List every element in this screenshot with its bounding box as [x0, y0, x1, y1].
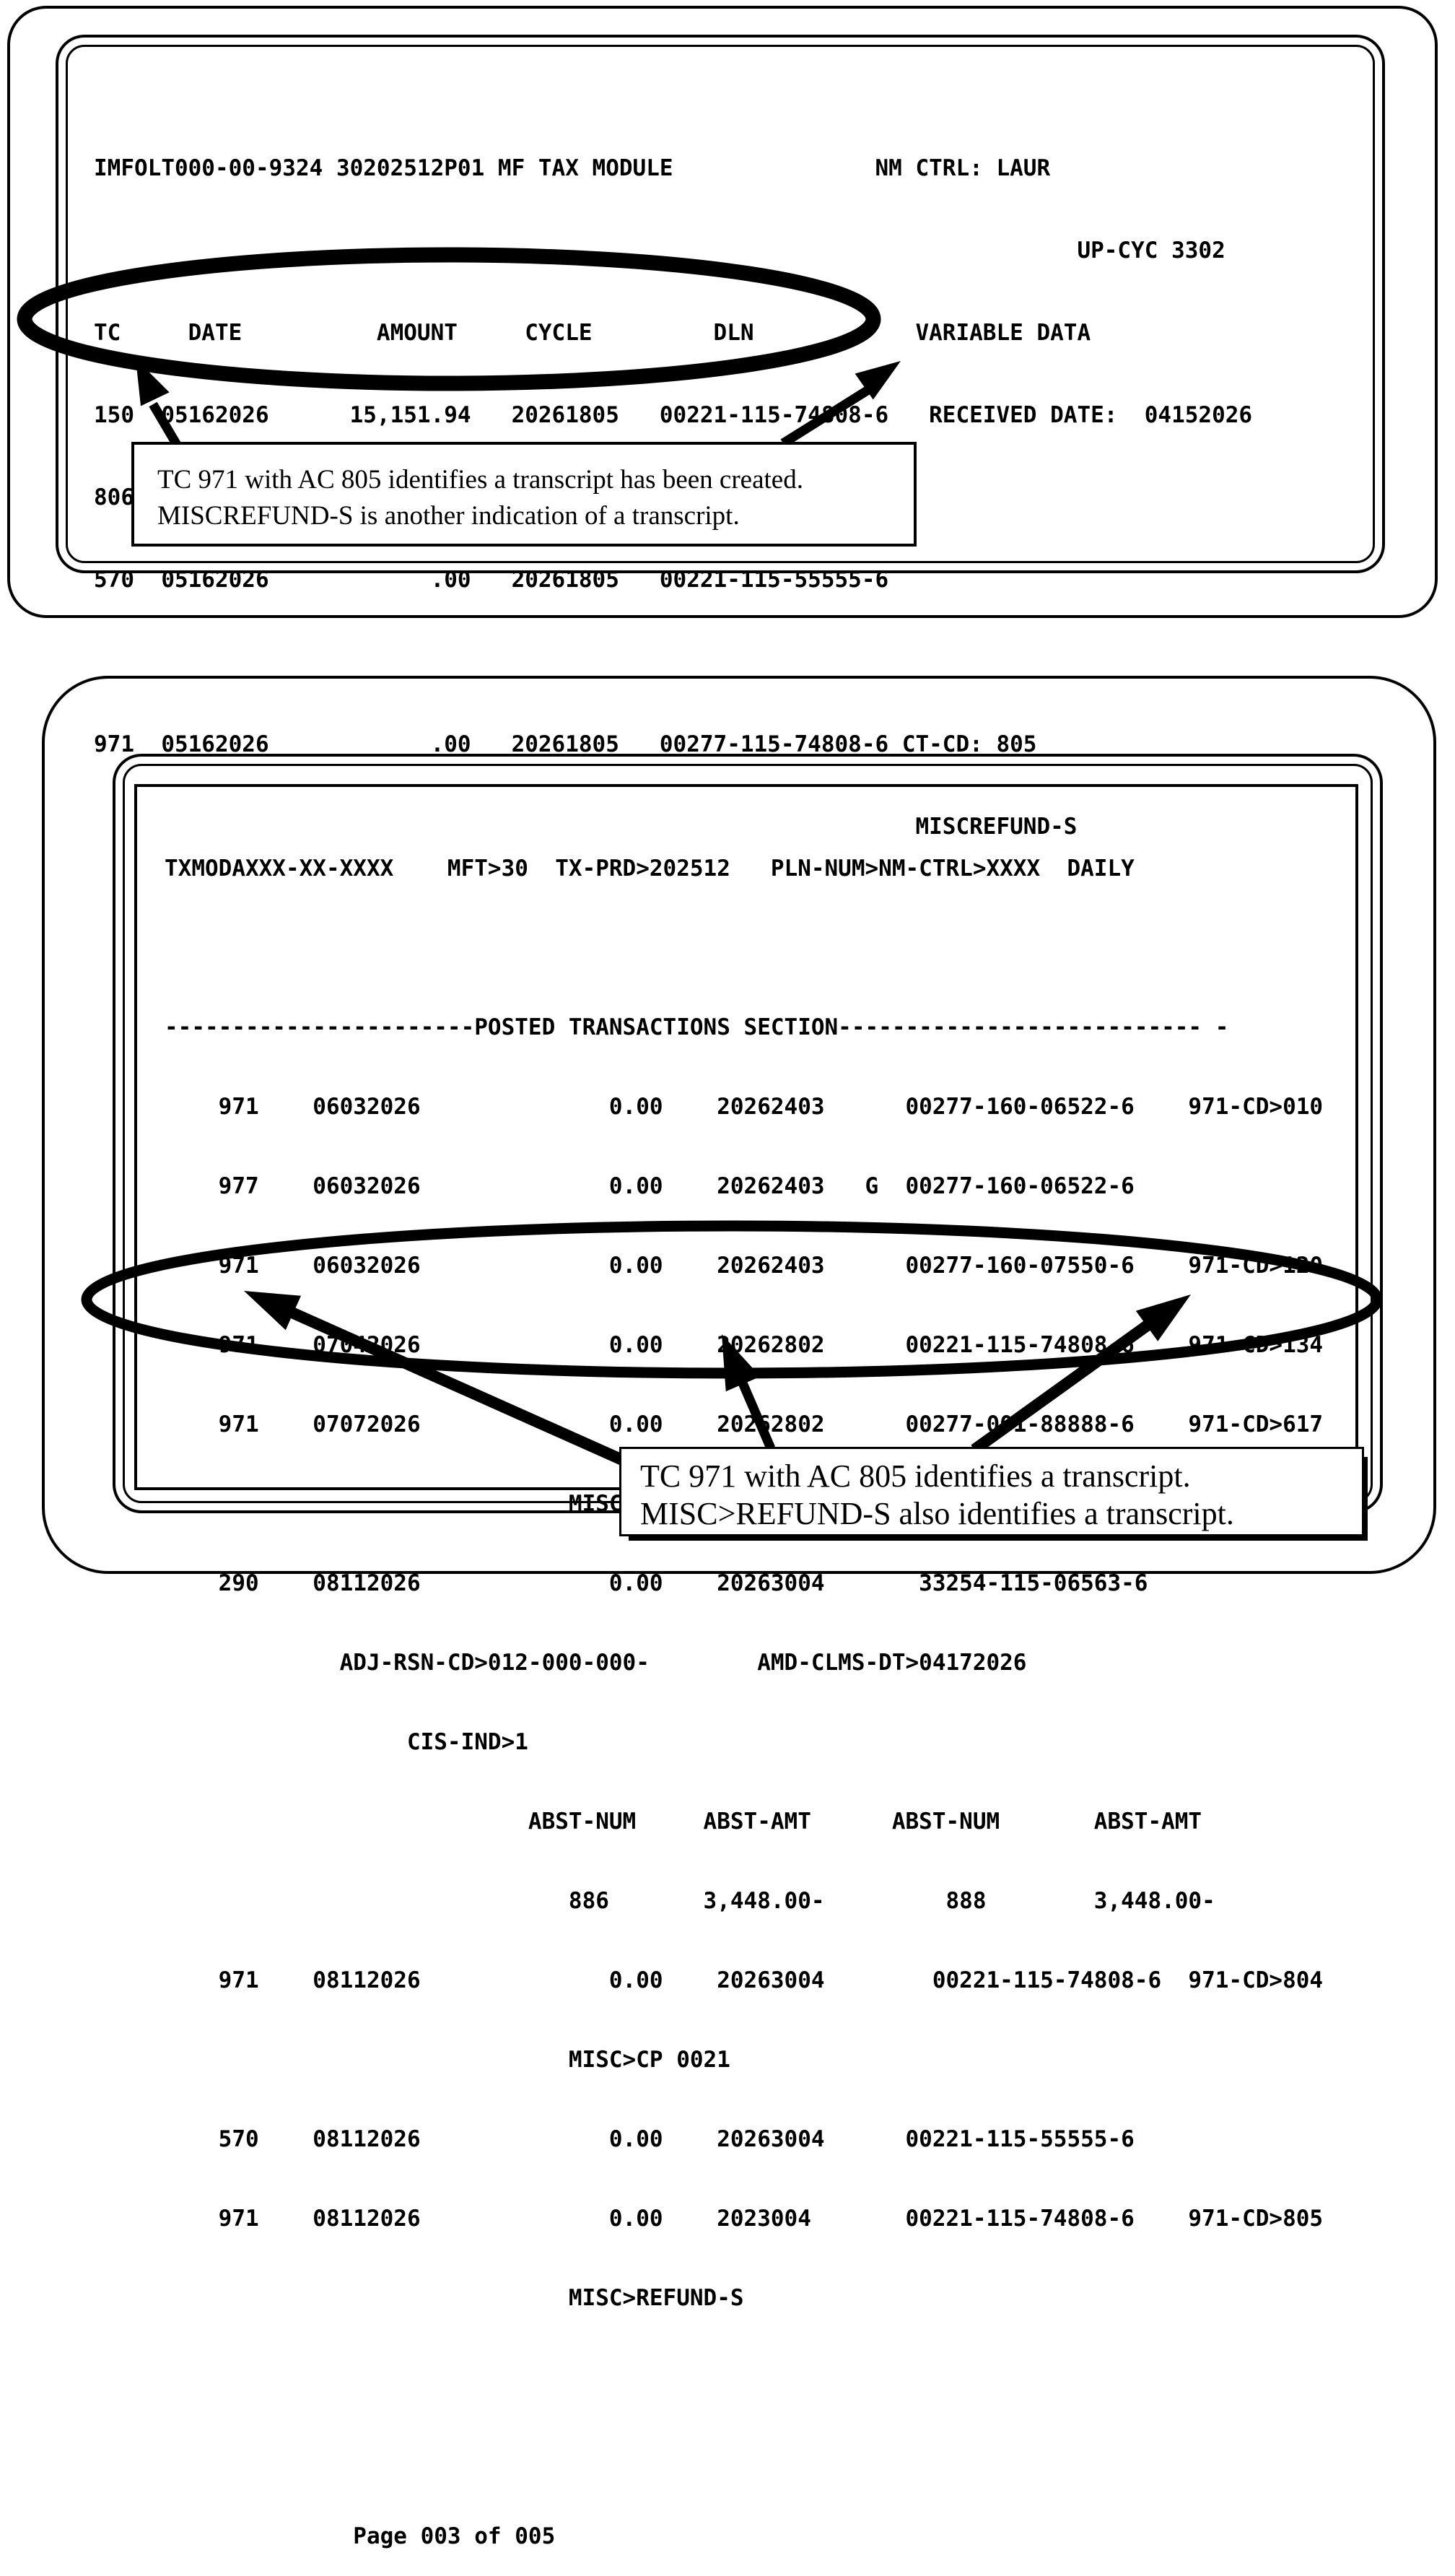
callout-text: TC 971 with AC 805 identifies a transcri… [157, 465, 803, 495]
screen-line: 971 08112026 0.00 2023004 00221-115-7480… [165, 2206, 1324, 2232]
screen-line [165, 2443, 1323, 2471]
screen-line: MISCREFUND-S [94, 814, 1078, 840]
screen-line: ADJ-RSN-CD>012-000-000- AMD-CLMS-DT>0417… [165, 1650, 1027, 1676]
top-panel-outer-frame [7, 6, 1438, 618]
screen-line: 971 06032026 0.00 20262403 00277-160-065… [165, 1094, 1324, 1120]
screen-line: 290 08112026 0.00 20263004 33254-115-065… [165, 1570, 1148, 1596]
screen-line: CIS-IND>1 [165, 1729, 528, 1755]
callout-text: MISC>REFUND-S also identifies a transcri… [640, 1496, 1234, 1531]
screen-line: 570 05162026 .00 20261805 00221-115-5555… [94, 567, 889, 593]
imfolt-screen: IMFOLT000-00-9324 30202512P01 MF TAX MOD… [94, 101, 1252, 868]
screen-line: 977 06032026 0.00 20262403 G 00277-160-0… [165, 1173, 1135, 1199]
screen-line: IMFOLT000-00-9324 30202512P01 MF TAX MOD… [94, 155, 1051, 181]
screen-line: 971 07072026 0.00 20262802 00277-001-888… [165, 1411, 1324, 1437]
callout-text: TC 971 with AC 805 identifies a transcri… [640, 1458, 1191, 1494]
screen-line: 150 05162026 15,151.94 20261805 00221-11… [94, 402, 1253, 428]
screen-line: 971 07042026 0.00 20262802 00221-115-748… [165, 1332, 1324, 1358]
screen-line: -----------------------POSTED TRANSACTIO… [165, 1014, 1229, 1040]
irm-transcript-figure: { "colors": { "ink": "#000000", "paper":… [7, 6, 1438, 2549]
screen-line: 886 3,448.00- 888 3,448.00- [165, 1888, 1215, 1914]
screen-line: ABST-NUM ABST-AMT ABST-NUM ABST-AMT [165, 1809, 1202, 1835]
bottom-callout-box: TC 971 with AC 805 identifies a transcri… [619, 1447, 1364, 1536]
screen-line: 971 08112026 0.00 20263004 00221-115-748… [165, 1967, 1324, 1993]
screen-line: UP-CYC 3302 [94, 238, 1225, 264]
txmoda-screen: TXMODAXXX-XX-XXXX MFT>30 TX-PRD>202512 P… [165, 803, 1323, 2576]
screen-line [165, 2364, 1323, 2391]
screen-line: 971 06032026 0.00 20262403 00277-160-075… [165, 1253, 1324, 1279]
callout-text: MISCREFUND-S is another indication of a … [157, 501, 740, 531]
screen-line [94, 647, 1252, 677]
screen-line: 570 08112026 0.00 20263004 00221-115-555… [165, 2126, 1135, 2152]
screen-line: 971 05162026 .00 20261805 00277-115-7480… [94, 731, 1037, 757]
page-indicator: Page 003 of 005 [165, 2523, 556, 2549]
screen-line: TXMODAXXX-XX-XXXX MFT>30 TX-PRD>202512 P… [165, 856, 1135, 882]
screen-line: TC DATE AMOUNT CYCLE DLN VARIABLE DATA [94, 320, 1091, 346]
bottom-panel-outer-frame [42, 676, 1436, 1574]
screen-line: MISC>CP 0021 [165, 2047, 730, 2073]
screen-line [165, 934, 1323, 962]
top-callout-box: TC 971 with AC 805 identifies a transcri… [131, 442, 917, 547]
screen-line: MISC>REFUND-S [165, 2285, 744, 2311]
